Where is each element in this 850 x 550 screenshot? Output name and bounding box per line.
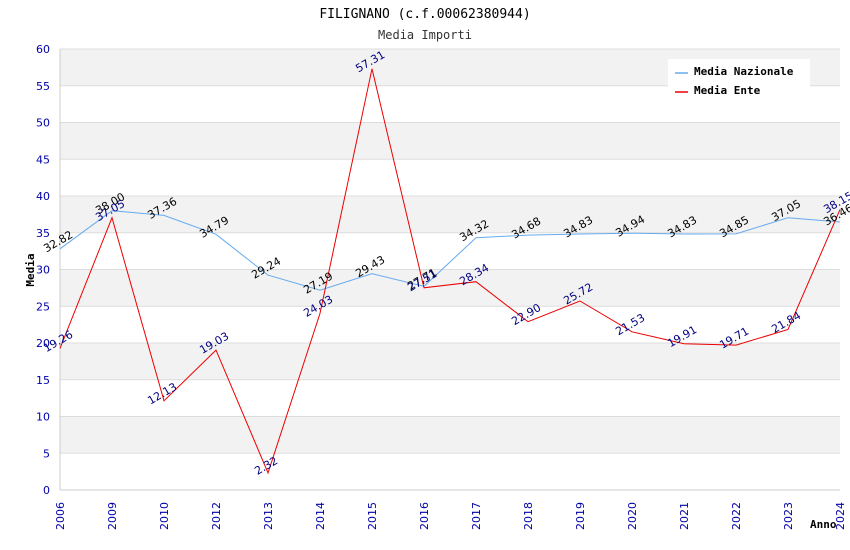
x-tick-label: 2006 xyxy=(54,502,67,530)
legend-box xyxy=(668,59,810,99)
y-axis-ticks: 0 5 10 15 20 25 30 35 40 45 50 55 60 xyxy=(36,43,50,497)
plot-band xyxy=(60,343,840,380)
y-axis-label: Media xyxy=(24,253,37,286)
plot-band xyxy=(60,122,840,160)
series-line-nazionale xyxy=(59,210,841,291)
chart-subtitle: Media Importi xyxy=(378,28,472,42)
y-tick-label: 20 xyxy=(36,337,50,350)
x-tick-label: 2023 xyxy=(782,502,795,530)
x-tick-label: 2017 xyxy=(470,502,483,530)
y-tick-label: 55 xyxy=(36,80,50,93)
x-tick-label: 2012 xyxy=(210,502,223,530)
data-label-ente: 2.32 xyxy=(252,454,280,478)
series-line-ente xyxy=(59,68,841,475)
x-tick-label: 2022 xyxy=(730,502,743,530)
x-tick-label: 2014 xyxy=(314,502,327,530)
x-axis-ticks: 2006 2009 2010 2012 2013 2014 2015 2016 2017 2018… xyxy=(54,502,847,530)
plot-band xyxy=(60,416,840,454)
x-tick-label: 2018 xyxy=(522,502,535,530)
x-tick-label: 2013 xyxy=(262,502,275,530)
y-tick-label: 40 xyxy=(36,190,50,203)
legend-label-ente: Media Ente xyxy=(694,84,761,97)
y-tick-label: 5 xyxy=(43,447,50,460)
y-tick-label: 0 xyxy=(43,484,50,497)
data-label-ente: 21.84 xyxy=(769,309,803,336)
x-tick-label: 2021 xyxy=(678,502,691,530)
y-tick-label: 45 xyxy=(36,153,50,166)
x-tick-label: 2016 xyxy=(418,502,431,530)
x-tick-label: 2009 xyxy=(106,502,119,530)
plot-band xyxy=(60,196,840,233)
y-tick-label: 60 xyxy=(36,43,50,56)
y-tick-label: 50 xyxy=(36,117,50,130)
y-tick-label: 35 xyxy=(36,227,50,240)
x-tick-label: 2020 xyxy=(626,502,639,530)
y-tick-label: 30 xyxy=(36,264,50,277)
chart-title: FILIGNANO (c.f.00062380944) xyxy=(319,7,530,22)
x-tick-label: 2010 xyxy=(158,502,171,530)
axes xyxy=(59,49,840,491)
x-axis-label: Anno xyxy=(810,518,837,531)
y-tick-label: 15 xyxy=(36,374,50,387)
x-tick-label: 2024 xyxy=(834,502,847,530)
data-label-ente: 12.13 xyxy=(145,380,179,407)
legend-label-nazionale: Media Nazionale xyxy=(694,65,794,78)
x-tick-label: 2015 xyxy=(366,502,379,530)
x-tick-label: 2019 xyxy=(574,502,587,530)
series-lines xyxy=(59,68,841,475)
legend: Media Nazionale Media Ente xyxy=(668,59,810,99)
y-tick-label: 10 xyxy=(36,411,50,424)
y-tick-label: 25 xyxy=(36,300,50,313)
plot-band xyxy=(60,269,840,307)
